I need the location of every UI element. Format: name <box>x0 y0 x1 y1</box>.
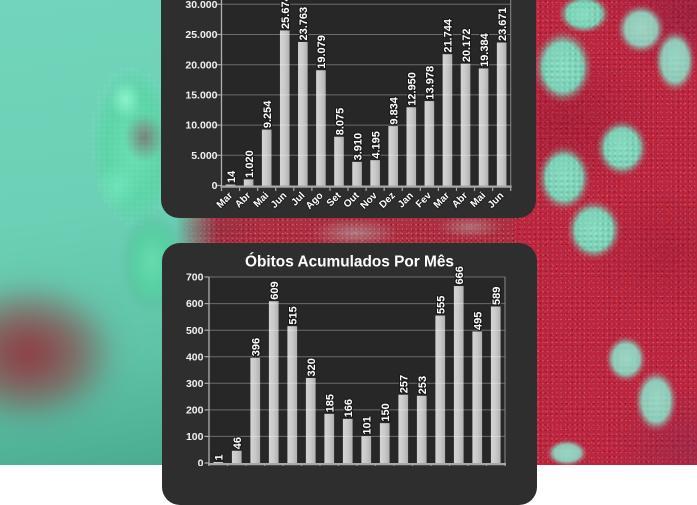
svg-text:0: 0 <box>212 180 218 192</box>
svg-text:25.674: 25.674 <box>280 0 292 29</box>
svg-text:Abr: Abr <box>450 190 470 210</box>
svg-text:46: 46 <box>232 437 244 449</box>
svg-text:589: 589 <box>491 286 503 304</box>
svg-text:30.000: 30.000 <box>185 0 217 11</box>
svg-text:10.000: 10.000 <box>185 120 217 132</box>
svg-text:200: 200 <box>186 404 204 416</box>
svg-text:9.834: 9.834 <box>389 96 401 124</box>
svg-text:257: 257 <box>399 375 411 393</box>
svg-text:21.744: 21.744 <box>443 18 455 53</box>
svg-text:19.384: 19.384 <box>479 32 491 67</box>
svg-text:Ago: Ago <box>304 190 326 212</box>
svg-text:9.254: 9.254 <box>262 100 274 128</box>
svg-text:515: 515 <box>288 306 300 324</box>
svg-text:Mai: Mai <box>252 190 272 210</box>
svg-text:Abr: Abr <box>233 190 253 210</box>
svg-text:Mai: Mai <box>469 190 489 210</box>
svg-text:20.000: 20.000 <box>185 59 217 71</box>
svg-text:15.000: 15.000 <box>185 90 217 102</box>
svg-text:1.020: 1.020 <box>244 150 256 178</box>
svg-text:555: 555 <box>436 295 448 313</box>
svg-text:8.075: 8.075 <box>334 108 346 136</box>
svg-text:4.195: 4.195 <box>370 131 382 159</box>
svg-text:5.000: 5.000 <box>191 150 217 162</box>
svg-text:23.763: 23.763 <box>298 7 310 41</box>
svg-text:100: 100 <box>186 431 204 443</box>
svg-text:Nov: Nov <box>359 190 380 211</box>
svg-text:Mar: Mar <box>432 190 452 210</box>
svg-text:13.978: 13.978 <box>425 66 437 100</box>
svg-text:20.172: 20.172 <box>461 29 473 63</box>
svg-text:320: 320 <box>306 358 318 376</box>
svg-text:1: 1 <box>214 454 226 460</box>
svg-text:150: 150 <box>380 403 392 421</box>
svg-text:Jun: Jun <box>269 190 289 210</box>
svg-text:Óbitos Acumulados Por Mês: Óbitos Acumulados Por Mês <box>245 252 454 270</box>
svg-text:Mar: Mar <box>215 190 235 210</box>
svg-text:600: 600 <box>186 298 204 310</box>
svg-text:609: 609 <box>269 281 281 299</box>
svg-text:0: 0 <box>198 457 204 465</box>
svg-text:666: 666 <box>454 266 466 284</box>
svg-text:14: 14 <box>226 170 238 183</box>
svg-text:185: 185 <box>325 394 337 412</box>
svg-text:300: 300 <box>186 378 204 390</box>
svg-text:Jun: Jun <box>486 190 506 210</box>
svg-text:Dez: Dez <box>377 190 397 210</box>
svg-text:12.950: 12.950 <box>407 72 419 106</box>
svg-text:Fev: Fev <box>414 190 434 210</box>
svg-text:25.000: 25.000 <box>185 29 217 41</box>
svg-text:Set: Set <box>325 190 344 209</box>
svg-text:23.671: 23.671 <box>497 7 509 41</box>
svg-text:Jan: Jan <box>396 190 416 210</box>
svg-text:101: 101 <box>362 416 374 434</box>
svg-text:3.910: 3.910 <box>352 133 364 161</box>
svg-text:253: 253 <box>417 376 429 394</box>
svg-text:495: 495 <box>473 311 485 329</box>
svg-text:396: 396 <box>251 338 263 356</box>
svg-text:166: 166 <box>343 399 355 417</box>
svg-text:19.079: 19.079 <box>316 35 328 69</box>
svg-text:400: 400 <box>186 351 204 363</box>
svg-text:500: 500 <box>186 325 204 337</box>
svg-text:700: 700 <box>186 271 204 283</box>
svg-text:Out: Out <box>342 190 362 210</box>
